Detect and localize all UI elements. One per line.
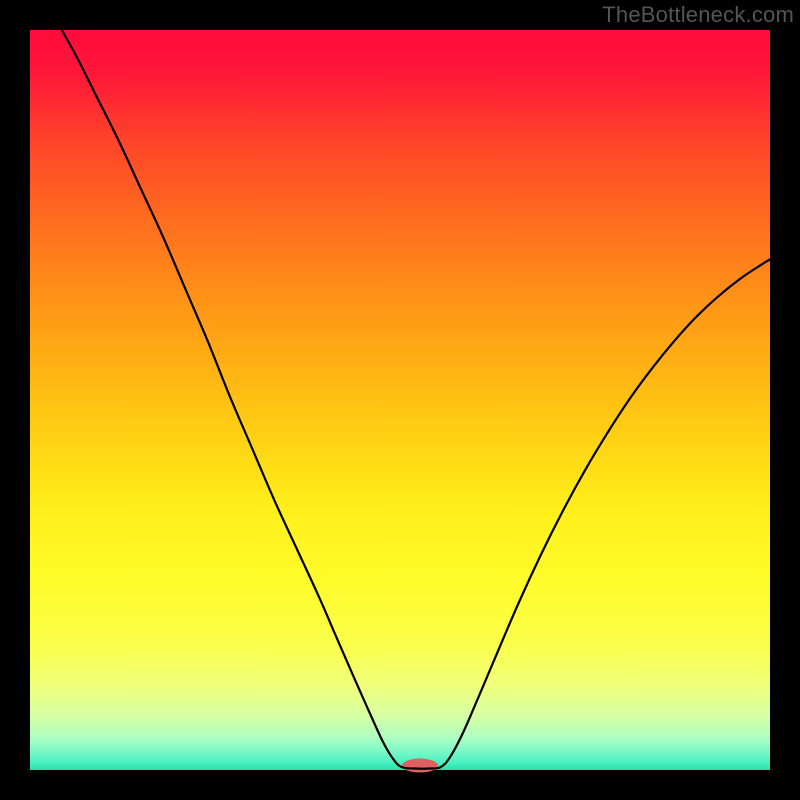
chart-container: TheBottleneck.com	[0, 0, 800, 800]
watermark-text: TheBottleneck.com	[602, 2, 794, 28]
chart-plot-area	[30, 30, 770, 770]
minimum-marker	[402, 759, 438, 773]
bottleneck-chart	[0, 0, 800, 800]
